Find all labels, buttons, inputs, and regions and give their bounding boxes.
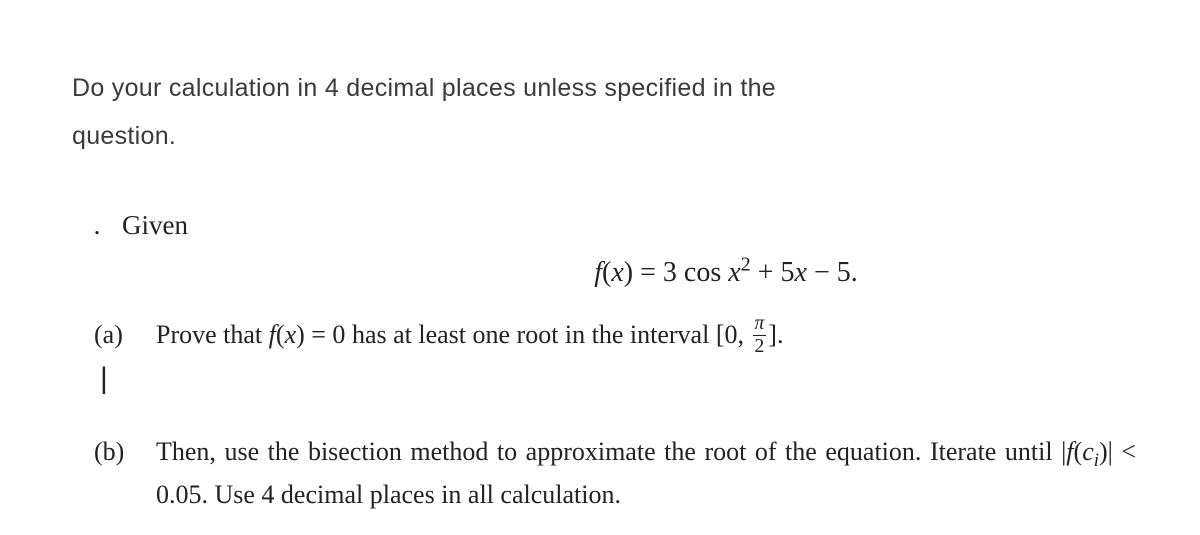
text-cursor: |: [100, 362, 1140, 396]
eq-close: ): [624, 257, 633, 288]
part-b-body: Then, use the bisection method to approx…: [156, 432, 1140, 514]
pb-line2-pre: Iterate until |: [930, 437, 1066, 466]
pa-pi: π: [753, 314, 767, 336]
pa-den: 2: [753, 336, 767, 357]
pb-c: c: [1082, 437, 1094, 466]
instruction-line2: question.: [72, 122, 176, 150]
pa-lb: [0,: [716, 320, 751, 349]
part-a-label: (a): [72, 315, 156, 354]
spacer: [72, 396, 1140, 432]
eq-minus5: − 5.: [807, 257, 858, 288]
pb-f: f: [1066, 437, 1073, 466]
pa-f: f: [269, 320, 276, 349]
eq-coef1: 3: [663, 257, 677, 288]
pb-line1: Then, use the bisection method to approx…: [156, 437, 921, 466]
eq-x: x: [611, 257, 623, 288]
eq-x3: x: [795, 257, 807, 288]
pa-frac: π2: [753, 314, 767, 356]
eq-open: (: [602, 257, 611, 288]
eq-equals: =: [633, 257, 663, 288]
pa-open: (: [276, 320, 285, 349]
pa-mid: has at least one root in the interval: [345, 320, 715, 349]
eq-cos: cos: [677, 257, 728, 288]
pb-open: (: [1074, 437, 1083, 466]
part-a-body: Prove that f(x) = 0 has at least one roo…: [156, 315, 1140, 358]
eq-sup2: 2: [741, 254, 751, 276]
eq-plus5: + 5: [751, 257, 795, 288]
pa-close-eq: ) = 0: [296, 320, 345, 349]
given-label: Given: [122, 210, 188, 241]
instruction-line1: Do your calculation in 4 decimal places …: [72, 74, 776, 102]
part-b-row: (b) Then, use the bisection method to ap…: [72, 432, 1140, 514]
pa-rb: ].: [768, 320, 783, 349]
eq-f: f: [594, 257, 602, 288]
leading-dot: .: [72, 210, 122, 241]
given-row: . Given: [72, 210, 1140, 241]
eq-x2: x: [728, 257, 740, 288]
pa-pre: Prove that: [156, 320, 269, 349]
instruction-text: Do your calculation in 4 decimal places …: [72, 65, 1140, 160]
equation: f(x) = 3 cos x2 + 5x − 5.: [72, 257, 1140, 289]
part-b-label: (b): [72, 432, 156, 471]
pb-line2-post: Use 4 decimal places in all calculation.: [208, 480, 621, 509]
pa-x: x: [285, 320, 297, 349]
part-a-row: (a) Prove that f(x) = 0 has at least one…: [72, 315, 1140, 358]
